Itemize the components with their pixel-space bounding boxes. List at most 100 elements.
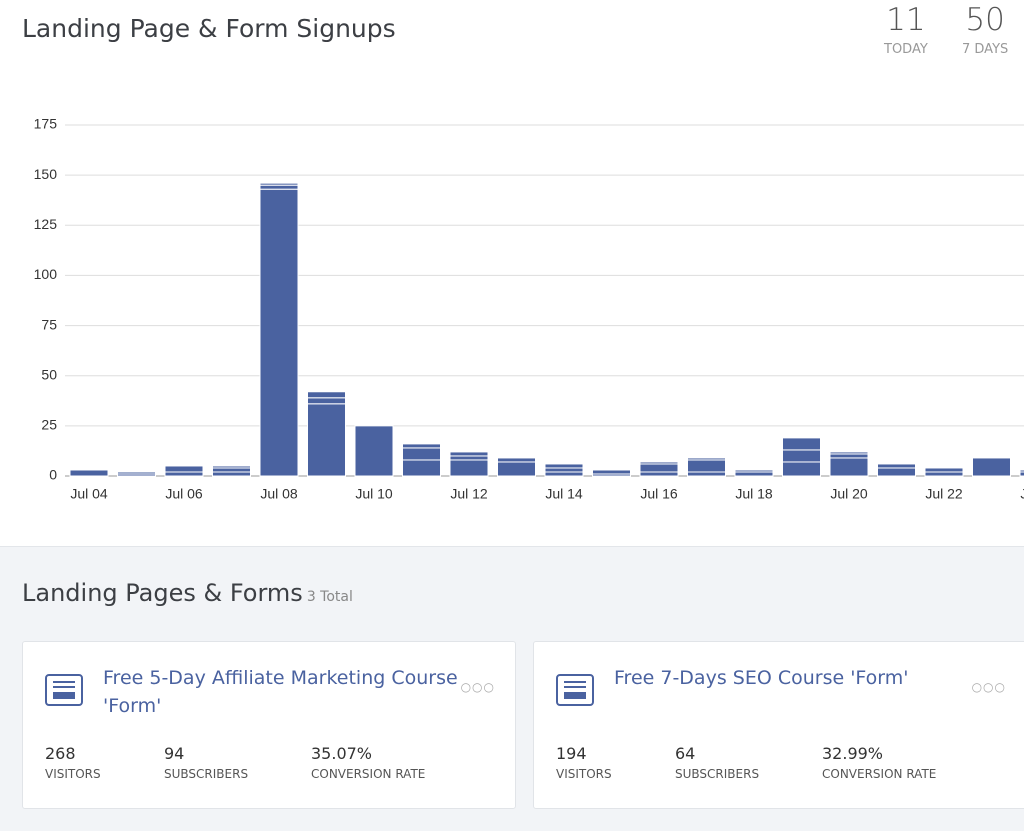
bar-segment (544, 467, 584, 473)
x-tick-label: Jul 14 (545, 486, 583, 502)
card-stat: 64 SUBSCRIBERS (675, 744, 759, 781)
bar-segment (924, 471, 964, 477)
bar-segment (259, 182, 299, 186)
section-count: 3 Total (306, 589, 353, 605)
form-title[interactable]: Free 7-Days SEO Course 'Form' (614, 667, 909, 689)
y-tick-label: 125 (34, 216, 58, 232)
y-tick-label: 150 (34, 166, 58, 182)
stat-label: SUBSCRIBERS (164, 767, 249, 781)
card-stat: 268 VISITORS (45, 744, 101, 781)
bar-segment (639, 471, 679, 477)
bar-segment (687, 459, 726, 473)
x-tick-label: Jul 06 (165, 486, 203, 502)
stat-week: 50 7 DAYS (962, 2, 1008, 57)
card-stat: 194 VISITORS (556, 744, 612, 781)
bar-segment (402, 443, 441, 449)
bar-segment (639, 461, 679, 465)
bar-segment (307, 391, 346, 399)
bar-segment (402, 459, 441, 477)
x-tick-label: Jul 08 (260, 486, 298, 502)
bar-segment (829, 451, 869, 455)
bar-segment (829, 453, 869, 459)
form-title[interactable]: Free 5-Day Affiliate Marketing Course 'F… (103, 667, 458, 717)
stat-label: CONVERSION RATE (311, 767, 426, 781)
y-tick-label: 0 (49, 467, 57, 483)
panel-title: Landing Page & Form Signups (22, 14, 396, 43)
card-stat: 35.07% CONVERSION RATE (311, 744, 425, 781)
bar-segment (592, 469, 631, 475)
stat-today: 11 TODAY (884, 2, 928, 57)
chart: 0 25 50 75 100 125 150 175 Jul 04 Jul 06 Jul 08 Jul… (34, 116, 1024, 502)
bar-segment (1019, 471, 1024, 477)
y-tick-label: 75 (41, 316, 57, 332)
bar-segment (259, 188, 299, 477)
bar-segment (449, 459, 489, 477)
bar-segment (307, 403, 346, 477)
y-tick-label: 175 (34, 116, 58, 132)
bar-segment (307, 397, 346, 405)
stat-value: 94 (164, 744, 185, 763)
bar-segment (782, 461, 821, 477)
card-stat: 32.99% CONVERSION RATE (822, 744, 936, 781)
bar-segment (69, 469, 109, 477)
bar-segment (497, 457, 536, 463)
stat-value: 11 (886, 2, 926, 38)
forms-section: Landing Pages & Forms 3 Total Free 5-Day … (0, 547, 1024, 831)
bar-segment (972, 457, 1011, 477)
bar-segment (212, 471, 251, 477)
stat-value: 194 (556, 744, 587, 763)
stat-value: 268 (45, 744, 76, 763)
x-tick-label: Jul 20 (830, 486, 868, 502)
section-title: Landing Pages & Forms 3 Total (22, 579, 353, 607)
y-tick-label: 100 (34, 266, 58, 282)
bar-segment (734, 471, 774, 477)
bar-segment (164, 471, 204, 477)
bar-segment (259, 184, 299, 190)
stat-label: TODAY (884, 42, 928, 57)
bar-segment (354, 425, 394, 477)
x-tick-label: Jul 18 (735, 486, 773, 502)
bar-segment (734, 469, 774, 473)
stat-label: SUBSCRIBERS (675, 767, 760, 781)
form-card[interactable]: Free 5-Day Affiliate Marketing Course 'F… (22, 641, 516, 809)
bar-segment (212, 467, 251, 473)
bar-segment (687, 471, 726, 477)
bar-segment (687, 457, 726, 461)
x-tick-label: Jul 04 (70, 486, 108, 502)
stat-value: 32.99% (822, 744, 884, 763)
section-title-text: Landing Pages & Forms (22, 579, 303, 607)
menu-icon[interactable]: ○○○ (460, 680, 495, 694)
x-tick-label: Jul 22 (925, 486, 963, 502)
bar-segment (449, 451, 489, 457)
x-tick-label: Jul 24 (1020, 486, 1024, 502)
bar-segment (164, 465, 204, 473)
form-card[interactable]: Free 7-Days SEO Course 'Form' ○○○ 194 VIS… (533, 641, 1024, 809)
bar-segment (212, 465, 251, 469)
bar-segment (117, 471, 156, 475)
stat-label: CONVERSION RATE (822, 767, 937, 781)
bar-segment (1019, 469, 1024, 473)
x-tick-label: Jul 16 (640, 486, 678, 502)
stat-value: 50 (965, 2, 1005, 38)
form-icon (45, 674, 83, 706)
stat-value: 64 (675, 744, 696, 763)
bar-segment (877, 467, 916, 477)
bar-segment (639, 463, 679, 473)
stat-label: 7 DAYS (962, 42, 1009, 57)
x-tick-label: Jul 10 (355, 486, 393, 502)
bar-segment (544, 463, 584, 469)
bar-segment (924, 467, 964, 473)
stat-label: VISITORS (45, 767, 101, 781)
x-tick-label: Jul 12 (450, 486, 488, 502)
bar-segment (544, 471, 584, 477)
bar-segment (449, 455, 489, 461)
bar-segment (782, 449, 821, 463)
stat-value: 35.07% (311, 744, 373, 763)
signups-panel: Landing Page & Form Signups 11 TODAY 50 7 … (0, 0, 1024, 547)
menu-icon[interactable]: ○○○ (971, 680, 1006, 694)
bar-segment (829, 457, 869, 477)
y-tick-label: 50 (41, 366, 57, 382)
bar-segment (497, 461, 536, 477)
form-icon (556, 674, 594, 706)
y-tick-label: 25 (41, 417, 57, 433)
